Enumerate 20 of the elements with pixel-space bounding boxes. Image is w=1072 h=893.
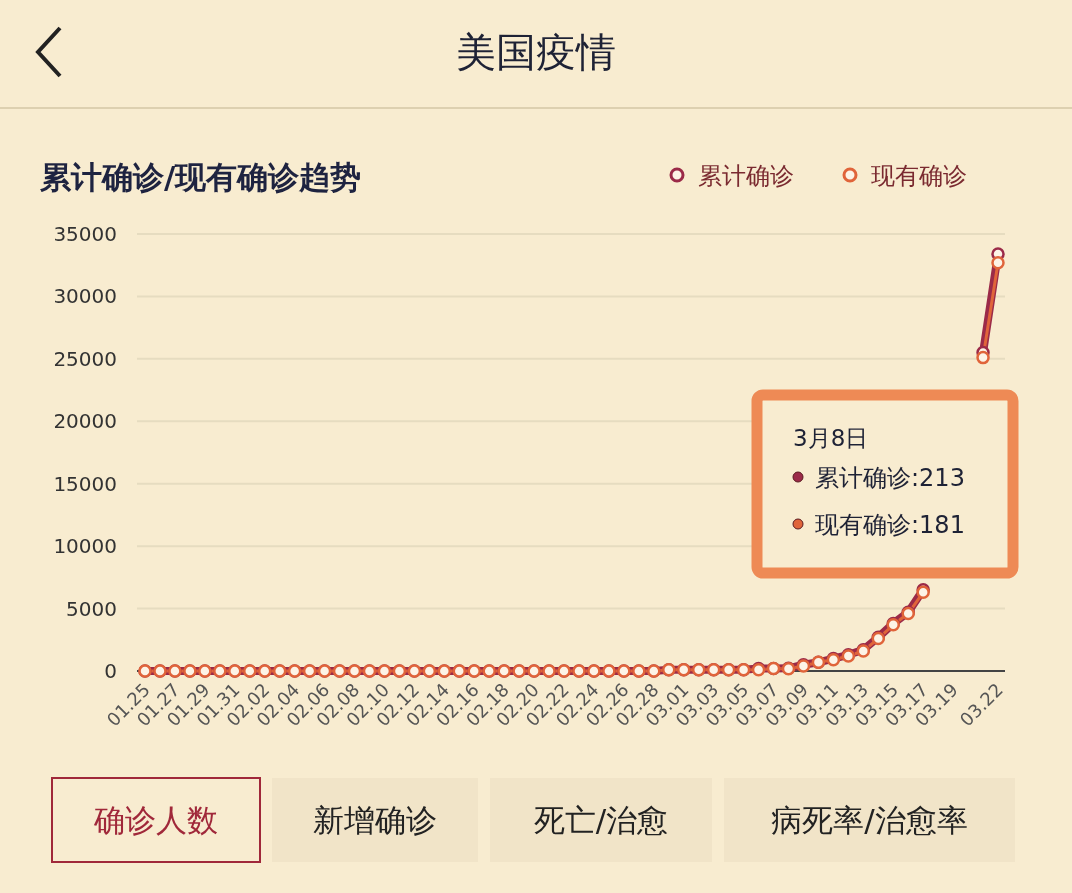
y-tick-label: 10000 [53,534,117,559]
text: 美国疫情 [456,29,616,75]
y-tick-label: 5000 [66,596,117,621]
y-tick-label: 25000 [53,346,117,371]
tab-button: 新增确诊 [272,778,478,862]
annotation: 累计确诊:213 [815,464,965,492]
tab-button: 确诊人数 [51,777,261,863]
y-tick-label: 20000 [53,409,117,434]
annotation: 3月8日 [793,425,869,451]
chart-title: 累计确诊/现有确诊趋势 [40,159,362,195]
y-tick-label: 0 [104,659,117,683]
y-tick-label: 15000 [53,471,117,496]
tooltip: 3月8日 累计确诊:213 现有确诊:181 [751,389,1019,579]
annotation: 现有确诊:181 [815,511,965,539]
legend-label: 现有确诊 [871,162,967,190]
legend-label: 累计确诊 [698,162,794,190]
tab-button: 死亡/治愈 [490,778,712,862]
tab-button: 病死率/治愈率 [724,778,1015,862]
y-tick-label: 35000 [53,222,117,246]
y-tick-label: 30000 [53,284,117,309]
